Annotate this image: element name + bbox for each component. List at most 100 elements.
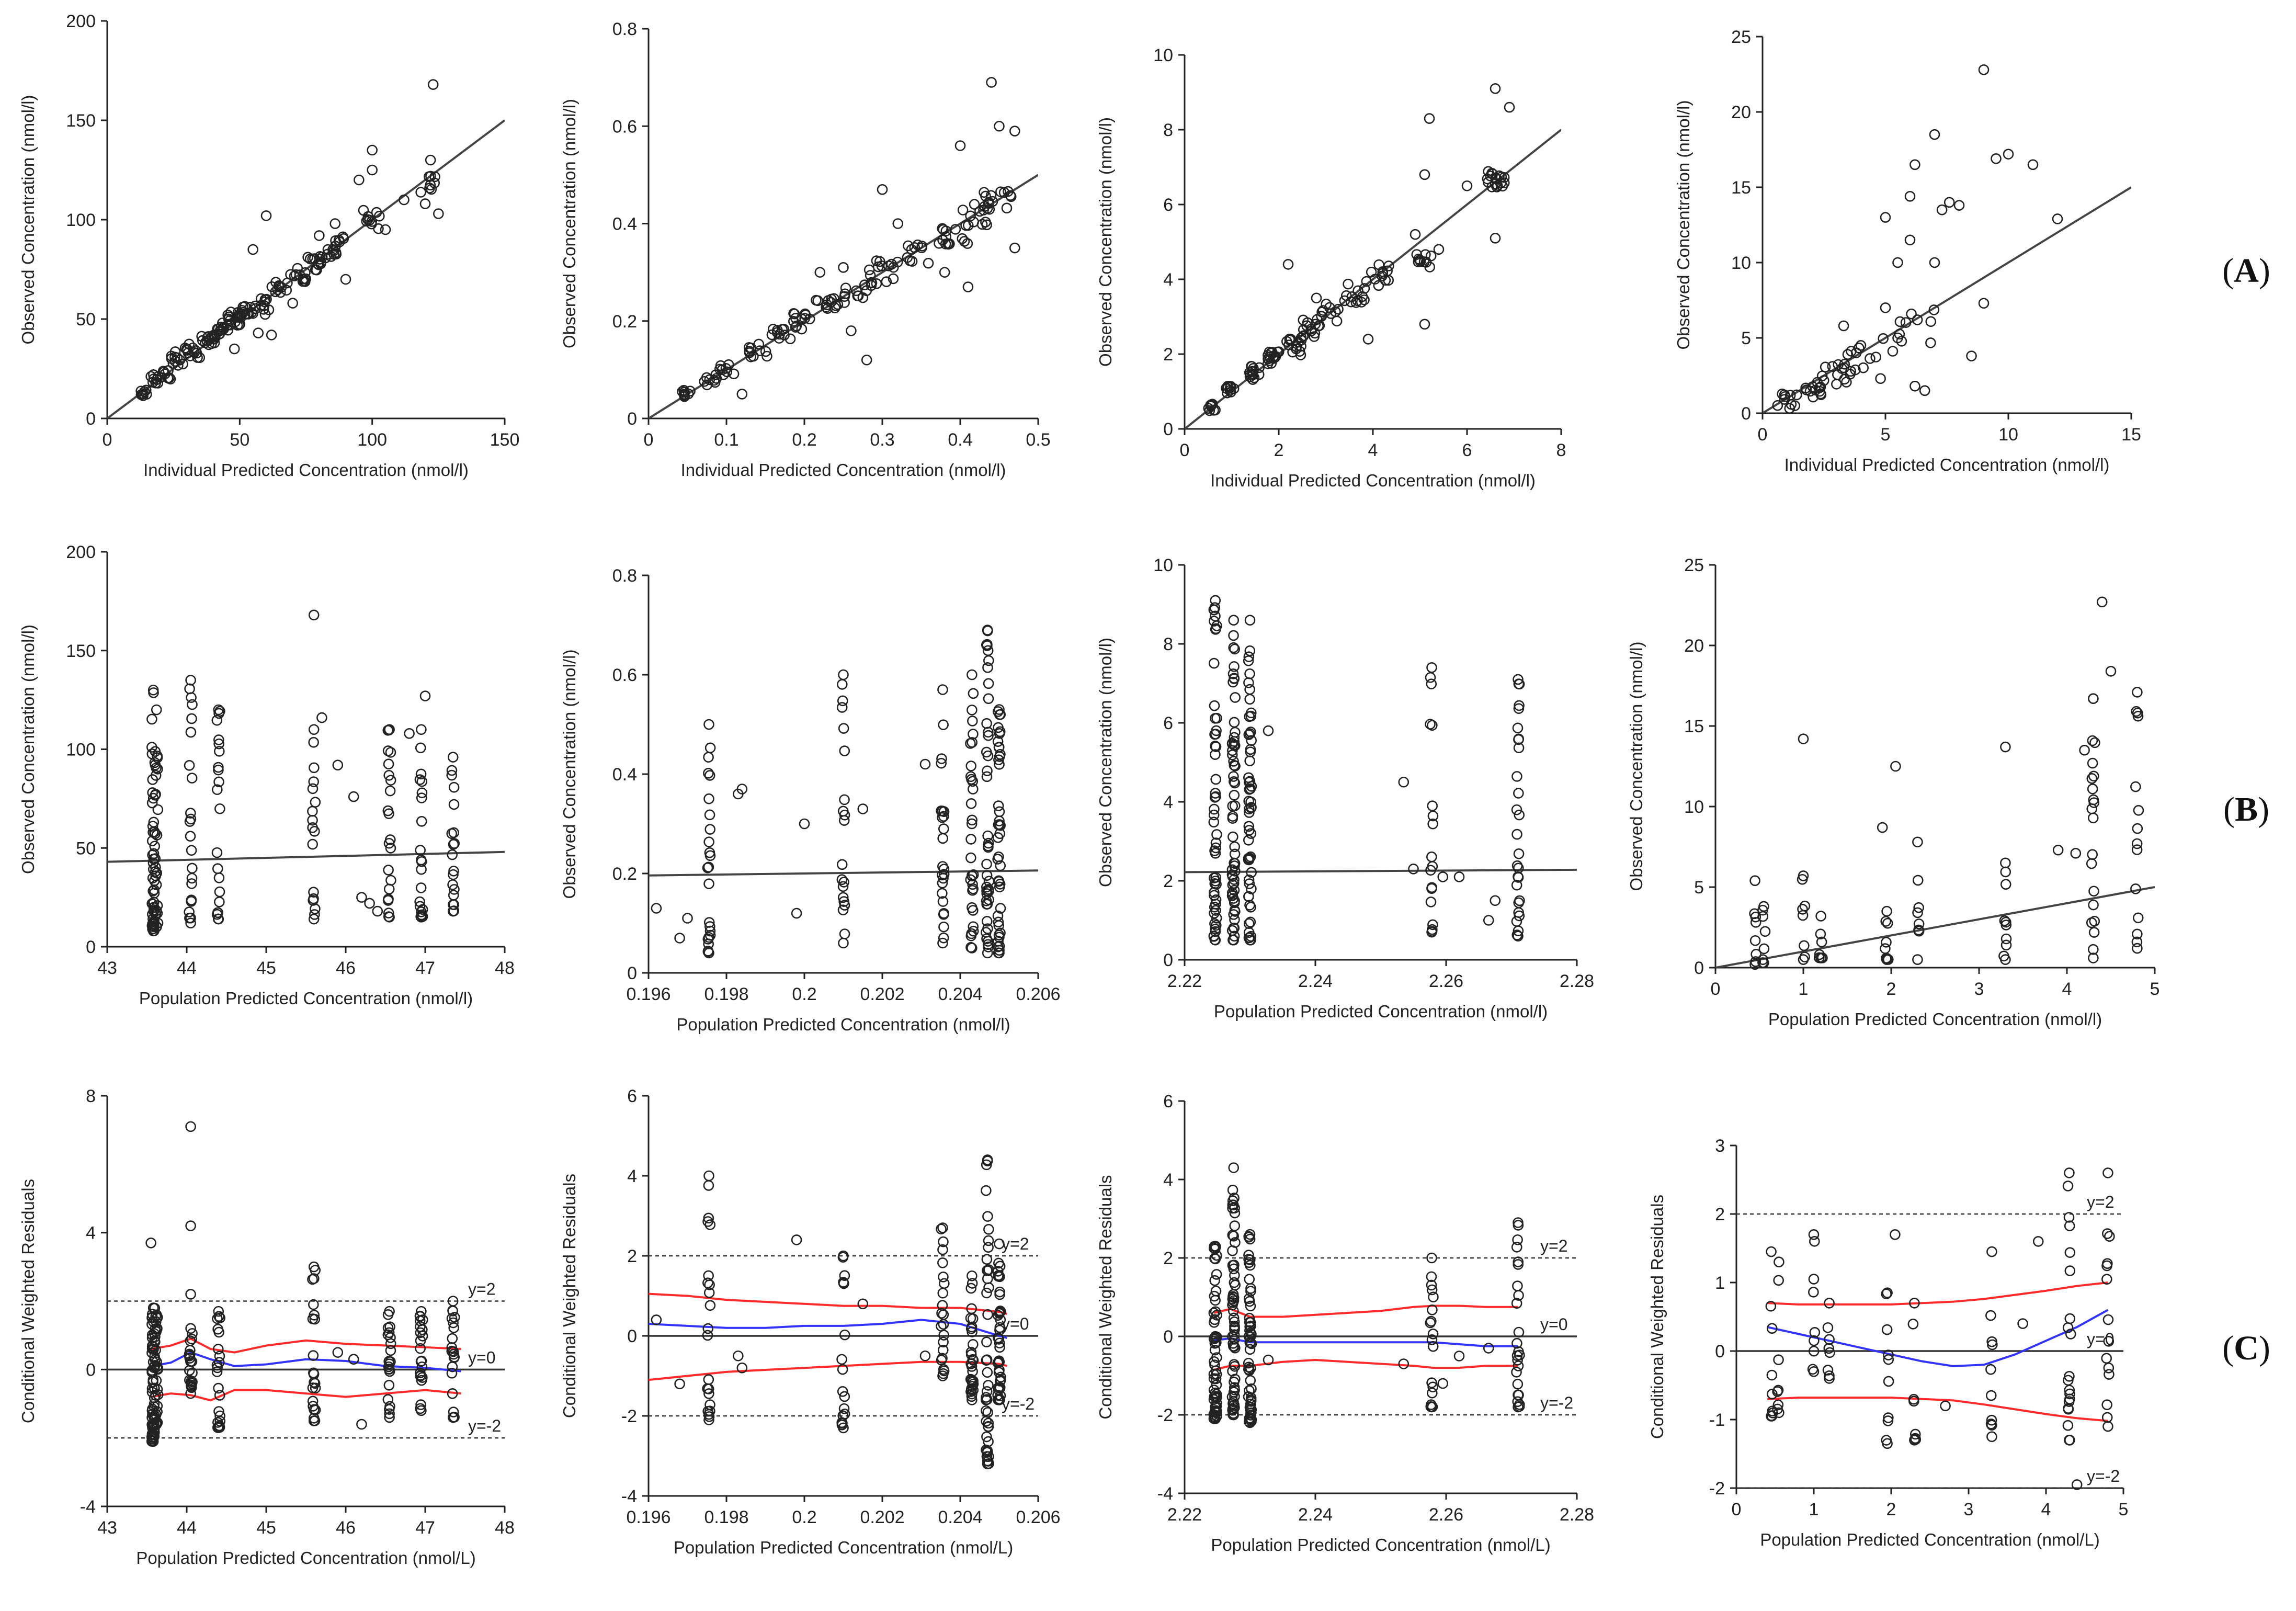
data-point	[429, 171, 440, 183]
x-tick-label: 50	[230, 430, 249, 450]
data-point	[981, 1336, 992, 1347]
data-point	[1229, 884, 1240, 896]
data-point	[1210, 899, 1221, 910]
data-point	[981, 771, 993, 782]
data-point	[1317, 305, 1329, 316]
data-point	[2133, 804, 2144, 816]
data-point	[367, 144, 378, 156]
data-point	[1894, 316, 1906, 327]
data-point	[1809, 1235, 1820, 1247]
x-axis-title: Population Predicted Concentration (nmol…	[1214, 1002, 1548, 1021]
data-point	[1809, 1335, 1820, 1346]
data-point	[1513, 925, 1524, 937]
data-point	[1228, 934, 1240, 946]
data-point	[760, 346, 771, 357]
data-point	[1208, 816, 1220, 827]
data-point	[852, 290, 863, 301]
data-point	[1511, 771, 1522, 782]
data-point	[2088, 952, 2099, 963]
data-point	[416, 1405, 427, 1416]
data-point	[995, 748, 1006, 760]
data-point	[1227, 1199, 1238, 1210]
data-point	[1427, 1341, 1439, 1352]
data-point	[983, 1282, 994, 1294]
x-axis-title: Individual Predicted Concentration (nmol…	[681, 460, 1006, 480]
data-point	[1263, 1354, 1274, 1366]
data-point	[185, 1289, 196, 1300]
data-point	[981, 858, 992, 870]
y-tick-label: 2	[1163, 1249, 1173, 1268]
data-point	[1228, 1230, 1239, 1242]
data-point	[1209, 803, 1220, 815]
lower-ci-curve	[151, 1389, 461, 1402]
reference-line-label: y=2	[1540, 1236, 1567, 1255]
data-point	[1245, 1320, 1256, 1332]
data-point	[736, 389, 748, 400]
data-point	[1330, 306, 1341, 317]
data-point	[994, 879, 1006, 890]
data-point	[426, 184, 437, 195]
x-tick-label: 6	[1462, 440, 1472, 460]
data-point	[1243, 1357, 1254, 1369]
data-point	[1413, 253, 1424, 265]
data-point	[1904, 190, 1916, 202]
data-point	[448, 799, 460, 810]
data-point	[965, 1346, 977, 1358]
data-point	[2131, 838, 2143, 849]
data-point	[1513, 1401, 1524, 1413]
data-point	[415, 1335, 426, 1346]
data-point	[799, 818, 810, 830]
data-point	[1504, 101, 1515, 113]
data-point	[364, 898, 375, 909]
chart-C4: 0 1 2 3 4 5 -2 -1 0 1 2 3 Population Predicted Conce…	[1647, 1136, 2128, 1549]
data-point	[888, 273, 899, 285]
data-point	[1210, 729, 1221, 740]
data-point	[1428, 1291, 1439, 1303]
data-point	[2131, 844, 2143, 855]
data-point	[2132, 823, 2143, 834]
data-point	[1940, 1400, 1951, 1412]
data-point	[1427, 1381, 1438, 1392]
reference-line-label: y=0	[1540, 1315, 1567, 1334]
x-tick-label: 0.196	[626, 1507, 670, 1527]
data-point	[1883, 1354, 1894, 1365]
data-point	[1513, 674, 1524, 685]
y-tick-label: 100	[66, 210, 96, 230]
data-point	[1244, 668, 1255, 679]
data-point	[1426, 1401, 1437, 1413]
data-point	[151, 1361, 163, 1372]
data-point	[981, 1416, 992, 1427]
y-tick-label: -2	[1157, 1405, 1173, 1425]
data-point	[1426, 926, 1437, 938]
data-point	[186, 878, 197, 889]
data-point	[1877, 822, 1888, 833]
data-point	[185, 1323, 196, 1334]
data-point	[1453, 871, 1465, 882]
data-point	[416, 1306, 427, 1317]
data-point	[1426, 883, 1437, 894]
y-tick-label: 2	[1715, 1205, 1725, 1224]
data-point	[938, 932, 949, 944]
row-label-c: (C)	[2222, 1329, 2270, 1367]
data-point	[967, 1377, 978, 1388]
data-point	[2062, 1420, 2074, 1431]
data-point	[415, 768, 427, 780]
data-point	[1244, 1344, 1256, 1355]
data-point	[982, 899, 993, 910]
x-tick-label: 1	[1809, 1500, 1819, 1519]
data-point	[1824, 1347, 1835, 1358]
y-tick-label: -2	[1709, 1479, 1725, 1499]
data-point	[1808, 1345, 1820, 1357]
data-point	[185, 1121, 196, 1132]
x-axis-title: Population Predicted Concentration (nmol…	[136, 1548, 475, 1568]
data-point	[1228, 1292, 1240, 1303]
data-point	[1758, 943, 1770, 955]
data-point	[1425, 719, 1436, 730]
data-point	[1009, 126, 1020, 137]
data-point	[1229, 717, 1240, 728]
data-point	[2088, 927, 2100, 938]
data-point	[1797, 903, 1808, 915]
data-point	[1791, 389, 1802, 401]
data-point	[419, 198, 431, 209]
data-point	[703, 719, 714, 730]
